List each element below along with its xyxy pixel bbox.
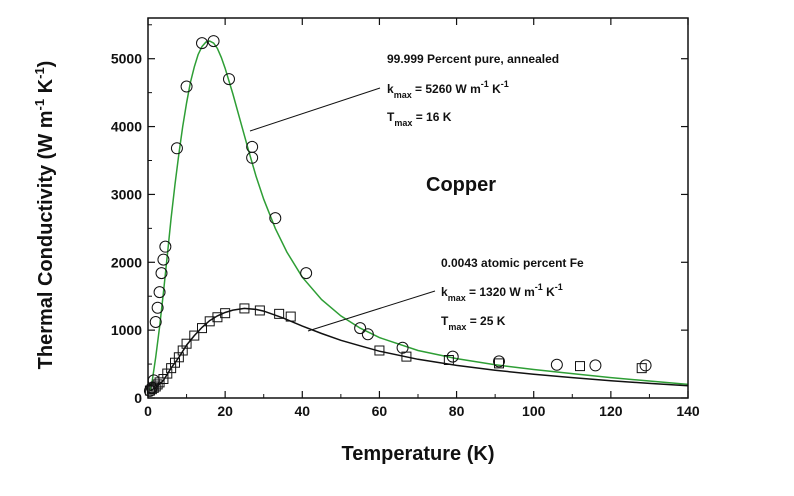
chart-marks: 0 20 40 60 80 100 120 140 0 1000 2000 3000 4000 5000 bbox=[111, 18, 700, 419]
data-point-square bbox=[152, 379, 163, 390]
annotation-pure-leader bbox=[249, 87, 381, 132]
curve-fe-copper bbox=[149, 307, 689, 392]
data-point-circle bbox=[639, 359, 652, 372]
data-point-circle bbox=[550, 358, 563, 371]
data-point-circle bbox=[159, 240, 172, 253]
data-point-circle bbox=[446, 350, 459, 363]
data-point-square bbox=[173, 352, 184, 363]
data-point-square bbox=[220, 308, 231, 319]
data-point-circle bbox=[269, 212, 282, 225]
data-point-square bbox=[254, 305, 265, 316]
data-point-square bbox=[575, 361, 585, 372]
x-tick-label: 40 bbox=[294, 403, 310, 419]
data-point-circle bbox=[170, 142, 183, 155]
data-point-square bbox=[494, 358, 504, 369]
data-point-circle bbox=[157, 253, 170, 266]
data-point-circle bbox=[361, 328, 374, 341]
annotation-pure-title: 99.999 Percent pure, annealed bbox=[387, 52, 559, 66]
x-tick-label: 60 bbox=[372, 403, 388, 419]
x-axis-title: Temperature (K) bbox=[342, 443, 495, 465]
data-point-square bbox=[162, 368, 173, 379]
data-point-circle bbox=[151, 301, 164, 314]
data-point-circle bbox=[396, 341, 409, 354]
data-point-square bbox=[177, 345, 188, 356]
x-tick-label: 140 bbox=[676, 403, 700, 419]
data-point-circle bbox=[196, 37, 208, 50]
y-tick-label: 3000 bbox=[111, 186, 142, 202]
data-point-circle bbox=[153, 286, 166, 299]
data-point-square bbox=[197, 323, 207, 334]
annotation-fe-tmax: Tmax = 25 K bbox=[441, 314, 506, 332]
data-point-circle bbox=[354, 322, 367, 335]
y-tick-label: 2000 bbox=[111, 254, 142, 270]
plot-frame bbox=[147, 17, 689, 399]
x-tick-label: 80 bbox=[449, 403, 465, 419]
data-point-square bbox=[158, 374, 169, 384]
data-point-square bbox=[374, 345, 385, 356]
data-point-square bbox=[636, 363, 647, 374]
data-point-square bbox=[443, 355, 454, 365]
data-point-square bbox=[401, 351, 412, 362]
x-tick-label: 100 bbox=[522, 403, 546, 419]
y-tick-label: 0 bbox=[134, 390, 142, 406]
annotation-pure-tmax: Tmax = 16 K bbox=[387, 110, 452, 128]
data-point-square bbox=[274, 308, 285, 319]
data-point-square bbox=[181, 338, 192, 349]
data-point-circle bbox=[149, 316, 162, 328]
annotation-fe-title: 0.0043 atomic percent Fe bbox=[441, 256, 584, 270]
y-axis-title: Thermal Conductivity (W m-1 K-1) bbox=[32, 61, 57, 370]
data-point-circle bbox=[246, 151, 259, 164]
curve-pure-copper bbox=[149, 40, 689, 391]
annotation-fe-leader bbox=[307, 290, 436, 332]
data-point-square bbox=[148, 382, 159, 393]
data-point-square bbox=[154, 377, 165, 388]
x-tick-label: 0 bbox=[144, 403, 152, 419]
data-point-square bbox=[166, 363, 177, 374]
data-point-square bbox=[239, 303, 250, 314]
data-point-square bbox=[285, 311, 296, 322]
chart-title: Copper bbox=[426, 174, 496, 196]
y-tick-label: 1000 bbox=[111, 322, 142, 338]
x-tick-label: 20 bbox=[217, 403, 233, 419]
data-point-circle bbox=[180, 80, 193, 93]
y-tick-label: 4000 bbox=[111, 119, 142, 135]
y-tick-label: 5000 bbox=[111, 51, 142, 67]
data-point-square bbox=[189, 330, 200, 341]
data-point-circle bbox=[493, 355, 505, 368]
data-point-circle bbox=[207, 35, 220, 48]
data-point-circle bbox=[223, 73, 235, 86]
data-point-circle bbox=[155, 267, 168, 280]
data-point-circle bbox=[589, 359, 602, 372]
x-tick-label: 120 bbox=[599, 403, 623, 419]
data-point-circle bbox=[300, 267, 313, 280]
annotation-pure-kmax: kmax = 5260 W m-1 K-1 bbox=[387, 79, 509, 100]
annotation-fe-kmax: kmax = 1320 W m-1 K-1 bbox=[441, 282, 563, 303]
data-point-square bbox=[170, 357, 180, 368]
